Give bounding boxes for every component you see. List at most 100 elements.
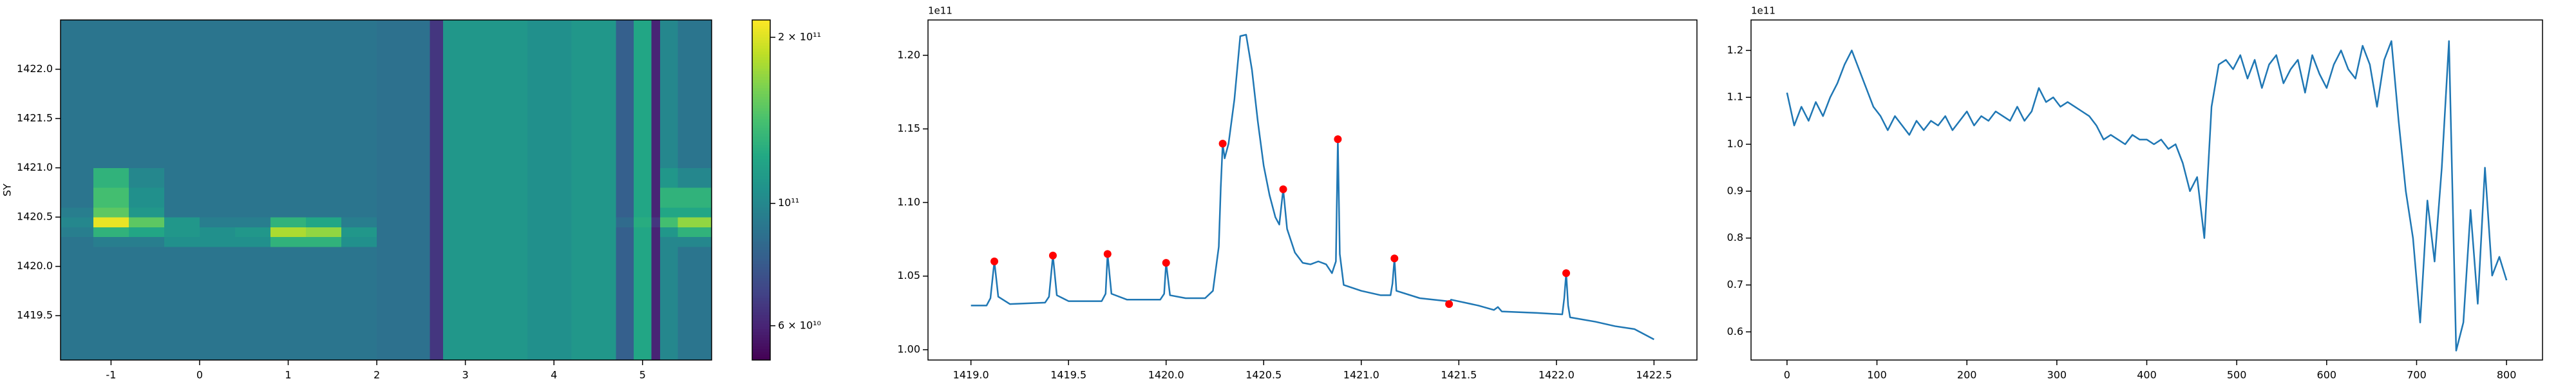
x-tick-label: 1422.5 bbox=[1636, 369, 1672, 381]
y-tick-label: 0.6 bbox=[1727, 325, 1743, 337]
heatmap-cell bbox=[616, 217, 634, 227]
heatmap-cell bbox=[377, 207, 431, 218]
heatmap-cell bbox=[306, 207, 342, 218]
heatmap-cell bbox=[571, 167, 616, 188]
heatmap-cell bbox=[633, 69, 652, 119]
colorbar-slice bbox=[752, 213, 770, 216]
heatmap-cell bbox=[199, 187, 236, 208]
colorbar-slice bbox=[752, 45, 770, 49]
heatmap-cell bbox=[633, 167, 652, 188]
heatmap-cell bbox=[633, 266, 652, 316]
heatmap-cell bbox=[128, 236, 165, 247]
x-tick-label: 700 bbox=[2407, 369, 2427, 381]
x-tick-label: 600 bbox=[2317, 369, 2337, 381]
heatmap-cell bbox=[93, 167, 129, 188]
y-tick-label: 1421.0 bbox=[17, 161, 53, 173]
heatmap-cell bbox=[616, 207, 634, 218]
x-tick-label: 1422.0 bbox=[1539, 369, 1575, 381]
colorbar-slice bbox=[752, 209, 770, 213]
colorbar-slice bbox=[752, 332, 770, 335]
y-tick-label: 1422.0 bbox=[17, 62, 53, 75]
heatmap-cell bbox=[660, 167, 679, 188]
y-axis-label: SY bbox=[1, 184, 14, 196]
colorbar-slice bbox=[752, 275, 770, 278]
heatmap-cell bbox=[199, 247, 236, 267]
heatmap-cell bbox=[234, 20, 271, 70]
colorbar-slice bbox=[752, 150, 770, 154]
heatmap-cell bbox=[164, 187, 200, 208]
heatmap-cell bbox=[430, 266, 444, 316]
heatmap-cell bbox=[128, 217, 165, 227]
heatmap-cell bbox=[677, 69, 712, 119]
heatmap-cell bbox=[377, 236, 431, 247]
x-tick-label: 0 bbox=[196, 369, 203, 381]
heatmap-cell bbox=[633, 119, 652, 169]
heatmap-cell bbox=[651, 167, 661, 188]
heatmap-cell bbox=[306, 217, 342, 227]
heatmap-cell bbox=[483, 266, 528, 316]
heatmap-cell bbox=[93, 227, 129, 238]
colorbar-slice bbox=[752, 43, 770, 46]
colorbar-slice bbox=[752, 37, 770, 41]
colorbar-slice bbox=[752, 68, 770, 71]
colorbar-slice bbox=[752, 181, 770, 185]
heatmap-cell bbox=[527, 207, 573, 218]
peak-marker bbox=[1445, 300, 1454, 308]
data-line bbox=[1786, 40, 2508, 352]
heatmap-cell bbox=[341, 227, 377, 238]
colorbar-slice bbox=[752, 34, 770, 37]
heatmap-cell bbox=[651, 187, 661, 208]
colorbar-slice bbox=[752, 266, 770, 270]
heatmap-cell bbox=[128, 247, 165, 267]
colorbar-slice bbox=[752, 113, 770, 117]
heatmap-cell bbox=[527, 227, 573, 238]
heatmap-cell bbox=[660, 227, 679, 238]
heatmap-cell bbox=[234, 69, 271, 119]
heatmap-cell bbox=[443, 20, 484, 70]
colorbar-slice bbox=[752, 318, 770, 321]
colorbar-slice bbox=[752, 306, 770, 310]
x-tick-label: 400 bbox=[2137, 369, 2157, 381]
heatmap-cell bbox=[633, 316, 652, 361]
heatmap-cell bbox=[377, 20, 431, 70]
heatmap-cell bbox=[93, 207, 129, 218]
heatmap-cell bbox=[651, 266, 661, 316]
colorbar-slice bbox=[752, 201, 770, 205]
heatmap-cell bbox=[164, 316, 200, 361]
heatmap-cell bbox=[164, 119, 200, 169]
heatmap-cell bbox=[633, 247, 652, 267]
colorbar-slice bbox=[752, 320, 770, 324]
colorbar-slice bbox=[752, 221, 770, 225]
heatmap-cell bbox=[234, 227, 271, 238]
heatmap-cell bbox=[164, 207, 200, 218]
colorbar-slice bbox=[752, 158, 770, 162]
colorbar-slice bbox=[752, 173, 770, 176]
heatmap-cell bbox=[270, 69, 307, 119]
colorbar-slice bbox=[752, 232, 770, 236]
heatmap-cell bbox=[633, 236, 652, 247]
heatmap-cell bbox=[306, 187, 342, 208]
y-tick-label: 1.00 bbox=[897, 343, 920, 356]
colorbar-slice bbox=[752, 289, 770, 292]
colorbar-slice bbox=[752, 170, 770, 174]
heatmap-cell bbox=[483, 167, 528, 188]
heatmap-cell bbox=[93, 187, 129, 208]
colorbar-slice bbox=[752, 85, 770, 89]
heatmap-cell bbox=[443, 316, 484, 361]
heatmap-cell bbox=[483, 20, 528, 70]
colorbar-slice bbox=[752, 108, 770, 111]
heatmap-cell bbox=[430, 227, 444, 238]
heatmap-cell bbox=[677, 167, 712, 188]
axes-frame bbox=[60, 19, 712, 361]
heatmap-cell bbox=[571, 316, 616, 361]
x-tick-label: 5 bbox=[639, 369, 646, 381]
heatmap-cell bbox=[377, 187, 431, 208]
colorbar-slice bbox=[752, 346, 770, 349]
colorbar-slice bbox=[752, 308, 770, 312]
colorbar-slice bbox=[752, 57, 770, 61]
heatmap-cell bbox=[61, 207, 94, 218]
colorbar-slice bbox=[752, 252, 770, 256]
